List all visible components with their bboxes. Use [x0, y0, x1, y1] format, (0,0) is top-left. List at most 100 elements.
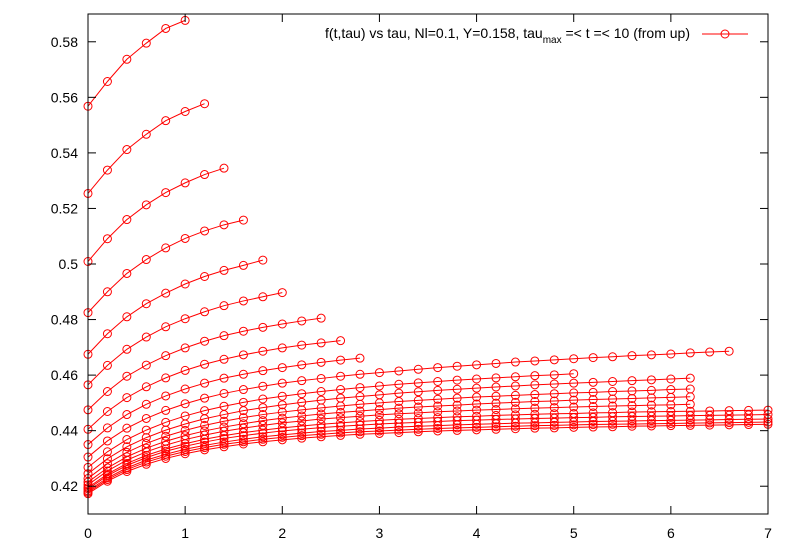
series-line — [87, 418, 769, 492]
data-point — [200, 445, 210, 455]
series-7 — [83, 313, 326, 415]
data-point — [374, 368, 384, 378]
series-line — [87, 423, 769, 495]
data-point — [316, 373, 326, 383]
data-point — [122, 423, 132, 433]
data-point — [666, 418, 676, 428]
data-point — [180, 384, 190, 394]
data-point — [316, 403, 326, 413]
data-point — [491, 382, 501, 392]
legend-label: f(t,tau) vs tau, Nl=0.1, Y=0.158, taumax… — [325, 25, 690, 46]
data-point — [161, 188, 171, 198]
data-point — [297, 421, 307, 431]
y-tick-label: 0.42 — [51, 478, 78, 494]
data-point — [413, 424, 423, 434]
data-point — [530, 403, 540, 413]
data-point — [200, 99, 210, 109]
data-point — [374, 405, 384, 415]
data-point — [394, 409, 404, 419]
data-point — [238, 385, 248, 395]
data-point — [297, 340, 307, 350]
data-point — [161, 446, 171, 456]
data-point — [238, 428, 248, 438]
data-point — [161, 431, 171, 441]
data-point — [433, 423, 443, 433]
data-point — [510, 372, 520, 382]
data-point — [685, 399, 695, 409]
data-point — [238, 215, 248, 225]
data-point — [433, 394, 443, 404]
data-point — [413, 378, 423, 388]
data-point — [200, 359, 210, 369]
data-point — [394, 379, 404, 389]
data-point — [452, 375, 462, 385]
data-point — [258, 410, 268, 420]
data-point — [452, 393, 462, 403]
data-point — [122, 442, 132, 452]
data-point — [316, 414, 326, 424]
data-point — [588, 402, 598, 411]
plot-frame — [87, 13, 769, 515]
data-point — [141, 413, 151, 423]
data-point — [122, 452, 132, 462]
data-point — [685, 415, 695, 425]
data-point — [277, 343, 287, 353]
series-line — [87, 373, 574, 468]
data-point — [374, 410, 384, 420]
data-point — [219, 388, 229, 398]
data-point — [530, 390, 540, 400]
legend-label-suffix: =< t =< 10 (from up) — [562, 25, 690, 41]
data-point — [122, 344, 132, 354]
data-point — [277, 430, 287, 440]
data-point — [394, 422, 404, 432]
data-point — [608, 416, 618, 426]
data-point — [646, 416, 656, 426]
data-point — [141, 457, 151, 467]
data-point — [180, 233, 190, 243]
data-point — [569, 369, 579, 379]
data-point — [102, 329, 112, 339]
data-point — [200, 393, 210, 403]
data-point — [219, 163, 229, 173]
data-point — [530, 421, 540, 431]
series-line — [87, 388, 691, 479]
data-point — [316, 338, 326, 348]
data-point — [413, 427, 423, 437]
data-point — [122, 268, 132, 278]
data-point — [336, 430, 346, 440]
data-point — [219, 431, 229, 441]
data-point — [491, 398, 501, 408]
data-point — [258, 255, 268, 265]
data-point — [277, 407, 287, 417]
data-point — [685, 418, 695, 428]
data-point — [141, 255, 151, 265]
data-point — [258, 322, 268, 332]
series-2 — [83, 99, 210, 198]
data-point — [277, 288, 287, 298]
data-point — [472, 374, 482, 384]
data-point — [394, 403, 404, 413]
series-10 — [83, 346, 734, 462]
data-point — [277, 319, 287, 329]
data-point — [219, 265, 229, 275]
data-point — [355, 383, 365, 393]
data-point — [433, 363, 443, 373]
data-point — [472, 419, 482, 429]
data-point — [122, 215, 132, 225]
data-point — [238, 369, 248, 379]
data-point — [141, 459, 151, 469]
data-point — [588, 422, 598, 432]
data-point — [161, 243, 171, 253]
data-point — [530, 418, 540, 428]
data-point — [724, 420, 734, 430]
data-point — [102, 77, 112, 86]
data-point — [200, 443, 210, 453]
x-tick-label: 4 — [473, 525, 481, 541]
data-point — [122, 393, 132, 403]
y-tick-label: 0.54 — [51, 145, 78, 161]
data-point — [413, 387, 423, 397]
data-point — [355, 429, 365, 439]
data-point — [413, 395, 423, 405]
data-point — [336, 355, 346, 365]
data-point — [238, 260, 248, 270]
